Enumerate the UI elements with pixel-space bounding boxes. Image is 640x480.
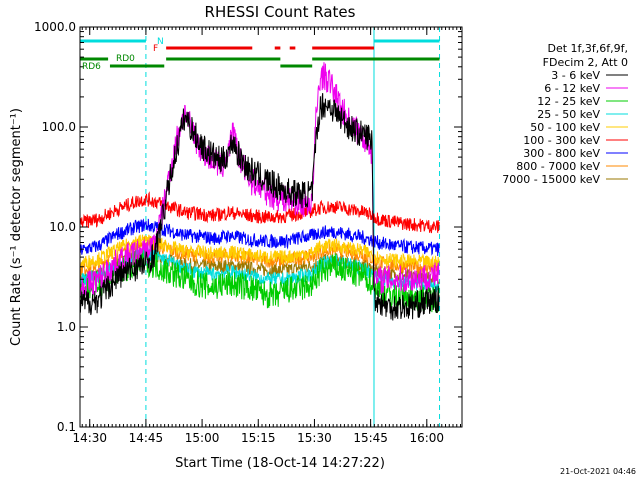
state-label-f: F: [153, 44, 158, 54]
series-line-6-12-kev: [80, 62, 440, 300]
legend-label-7: 800 - 7000 keV: [516, 160, 600, 173]
state-label-rd0: RD0: [116, 54, 135, 64]
legend-label-1: 6 - 12 keV: [544, 82, 600, 95]
state-label-rd6: RD6: [82, 62, 101, 72]
y-tick-label-1: 100.0: [42, 120, 76, 134]
legend-label-4: 50 - 100 keV: [530, 121, 600, 134]
legend: Det 1f,3f,6f,9f, FDecim 2, Att 0 3 - 6 k…: [502, 42, 628, 186]
y-tick-label-2: 10.0: [49, 220, 76, 234]
y-tick-label-4: 0.1: [57, 420, 76, 434]
legend-label-2: 12 - 25 keV: [537, 95, 600, 108]
x-tick-label-0: 14:30: [72, 431, 107, 445]
legend-label-5: 100 - 300 keV: [523, 134, 600, 147]
x-tick-label-1: 14:45: [129, 431, 164, 445]
series-line-300-800-kev: [80, 218, 440, 257]
chart-title: RHESSI Count Rates: [205, 3, 356, 21]
x-axis-label: Start Time (18-Oct-14 14:27:22): [175, 456, 385, 471]
legend-header-line-1: Det 1f,3f,6f,9f,: [547, 42, 628, 55]
series-line-3-6-kev: [80, 93, 440, 321]
legend-label-3: 25 - 50 keV: [537, 108, 600, 121]
series-line-100-300-kev: [80, 191, 440, 234]
x-axis: 14:30 14:45 15:00 15:15 15:30 15:45 16:00: [72, 27, 462, 445]
legend-label-8: 7000 - 15000 keV: [502, 173, 600, 186]
legend-label-0: 3 - 6 keV: [551, 69, 600, 82]
y-tick-label-0: 1000.0: [34, 20, 76, 34]
plot-area: [80, 27, 441, 427]
y-tick-label-3: 1.0: [57, 320, 76, 334]
legend-header-line-2: FDecim 2, Att 0: [543, 56, 628, 69]
x-tick-label-3: 15:15: [241, 431, 276, 445]
x-tick-label-6: 16:00: [409, 431, 444, 445]
state-label-n: N: [157, 37, 164, 47]
y-axis-label: Count Rate (s⁻¹ detector segment⁻¹): [9, 108, 24, 346]
series-line-50-100-kev: [80, 234, 440, 270]
timestamp: 21-Oct-2021 04:46: [560, 467, 636, 476]
x-tick-label-5: 15:45: [353, 431, 388, 445]
legend-label-6: 300 - 800 keV: [523, 147, 600, 160]
x-tick-label-2: 15:00: [185, 431, 220, 445]
y-axis: 1000.0 100.0 10.0 1.0 0.1: [34, 20, 462, 434]
x-tick-label-4: 15:30: [297, 431, 332, 445]
